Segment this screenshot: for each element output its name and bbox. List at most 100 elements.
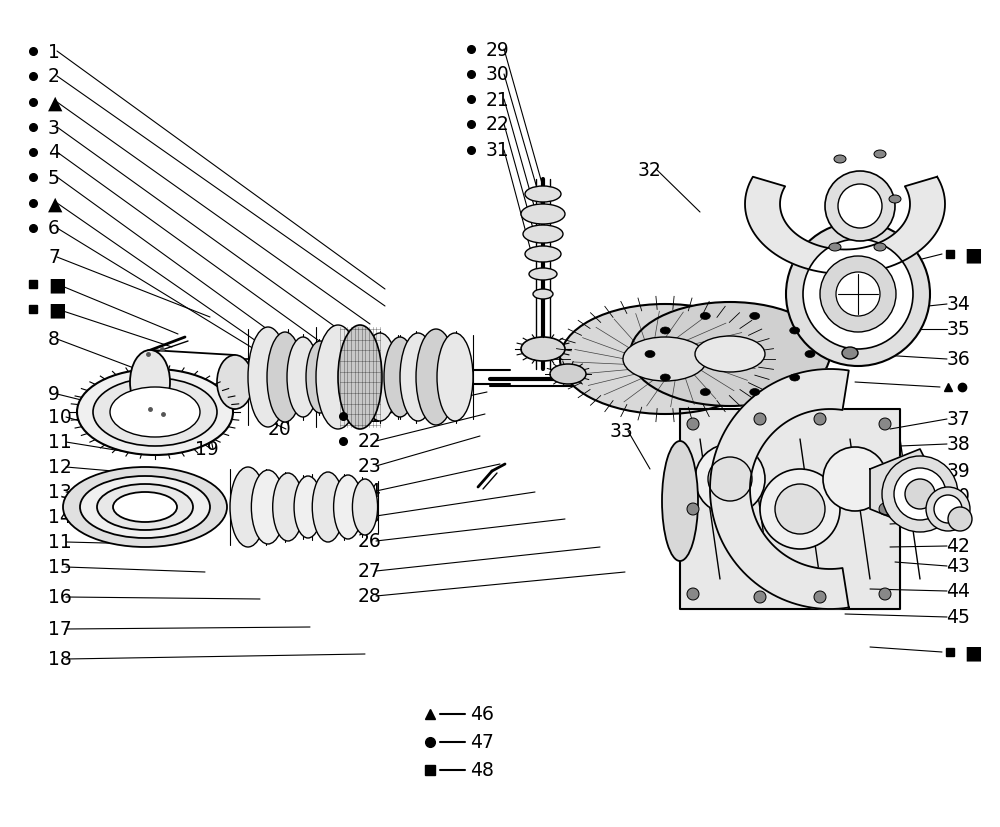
Ellipse shape: [623, 337, 707, 381]
Text: 28: 28: [358, 587, 382, 605]
Ellipse shape: [805, 351, 815, 358]
Ellipse shape: [248, 327, 288, 428]
Ellipse shape: [80, 476, 210, 538]
Ellipse shape: [251, 471, 285, 544]
Ellipse shape: [362, 333, 398, 422]
Ellipse shape: [695, 337, 765, 372]
Text: 23: 23: [358, 457, 382, 476]
Ellipse shape: [879, 418, 891, 431]
Ellipse shape: [77, 370, 233, 456]
Ellipse shape: [834, 155, 846, 164]
Text: 37: 37: [946, 410, 970, 429]
Ellipse shape: [687, 504, 699, 515]
Text: 32: 32: [638, 160, 662, 179]
Text: 21: 21: [486, 90, 510, 109]
Ellipse shape: [416, 330, 456, 425]
Ellipse shape: [750, 313, 760, 320]
Ellipse shape: [662, 442, 698, 562]
Ellipse shape: [786, 222, 930, 366]
Text: 19: 19: [195, 440, 219, 459]
Text: 43: 43: [946, 557, 970, 576]
Text: 34: 34: [946, 295, 970, 314]
Text: ■: ■: [964, 245, 982, 264]
Ellipse shape: [708, 457, 752, 501]
Ellipse shape: [63, 467, 227, 547]
Text: 17: 17: [48, 619, 72, 638]
Text: ■: ■: [964, 643, 982, 662]
Text: 44: 44: [946, 582, 970, 600]
Ellipse shape: [630, 303, 830, 407]
Ellipse shape: [550, 365, 586, 385]
Ellipse shape: [889, 196, 901, 203]
Text: 9: 9: [48, 385, 60, 404]
Ellipse shape: [533, 289, 553, 299]
Ellipse shape: [829, 244, 841, 251]
Polygon shape: [710, 370, 849, 609]
Text: 18: 18: [48, 650, 72, 669]
Text: 27: 27: [358, 562, 382, 581]
Ellipse shape: [803, 240, 913, 350]
Text: ▲: ▲: [48, 194, 62, 213]
Ellipse shape: [130, 351, 170, 414]
Ellipse shape: [879, 504, 891, 515]
Ellipse shape: [882, 457, 958, 533]
Ellipse shape: [934, 495, 962, 523]
Text: 3: 3: [48, 118, 60, 137]
Ellipse shape: [687, 588, 699, 600]
Ellipse shape: [926, 487, 970, 532]
Text: 46: 46: [470, 705, 494, 724]
Ellipse shape: [775, 485, 825, 534]
Ellipse shape: [948, 508, 972, 532]
Ellipse shape: [384, 337, 416, 418]
Ellipse shape: [306, 342, 334, 414]
Ellipse shape: [823, 447, 887, 511]
Ellipse shape: [820, 256, 896, 332]
Ellipse shape: [750, 389, 760, 396]
Text: 7: 7: [48, 248, 60, 267]
Ellipse shape: [287, 337, 319, 418]
Ellipse shape: [760, 470, 840, 549]
Ellipse shape: [529, 269, 557, 280]
Ellipse shape: [687, 418, 699, 431]
Text: 39: 39: [946, 462, 970, 481]
Ellipse shape: [842, 347, 858, 360]
Ellipse shape: [790, 375, 800, 381]
Text: 21: 21: [358, 407, 382, 426]
Ellipse shape: [525, 246, 561, 263]
Text: ▲: ▲: [48, 93, 62, 112]
Text: 26: 26: [358, 532, 382, 551]
Ellipse shape: [560, 304, 770, 414]
Ellipse shape: [754, 591, 766, 603]
Text: 13: 13: [48, 483, 72, 502]
Ellipse shape: [294, 476, 322, 538]
Text: 8: 8: [48, 330, 60, 349]
Text: 4: 4: [48, 143, 60, 162]
Text: 20: 20: [268, 420, 292, 439]
Text: 12: 12: [48, 458, 72, 477]
Ellipse shape: [790, 327, 800, 335]
Ellipse shape: [814, 591, 826, 603]
Ellipse shape: [113, 492, 177, 523]
Ellipse shape: [695, 444, 765, 514]
Text: 42: 42: [946, 537, 970, 556]
Ellipse shape: [338, 326, 382, 429]
Text: 31: 31: [486, 141, 510, 160]
Text: 11: 11: [48, 433, 72, 452]
Text: 16: 16: [48, 588, 72, 607]
Text: 25: 25: [358, 507, 382, 526]
Ellipse shape: [754, 414, 766, 425]
Text: 22: 22: [358, 432, 382, 451]
Text: 36: 36: [946, 350, 970, 369]
Ellipse shape: [521, 205, 565, 225]
Polygon shape: [680, 409, 900, 609]
Text: 6: 6: [48, 219, 60, 238]
Ellipse shape: [814, 414, 826, 425]
Text: 15: 15: [48, 558, 72, 576]
Ellipse shape: [316, 326, 360, 429]
Text: 29: 29: [486, 41, 510, 60]
Ellipse shape: [93, 379, 217, 447]
Text: 2: 2: [48, 68, 60, 86]
Text: 22: 22: [486, 115, 510, 134]
Text: 48: 48: [470, 761, 494, 780]
Ellipse shape: [874, 244, 886, 251]
